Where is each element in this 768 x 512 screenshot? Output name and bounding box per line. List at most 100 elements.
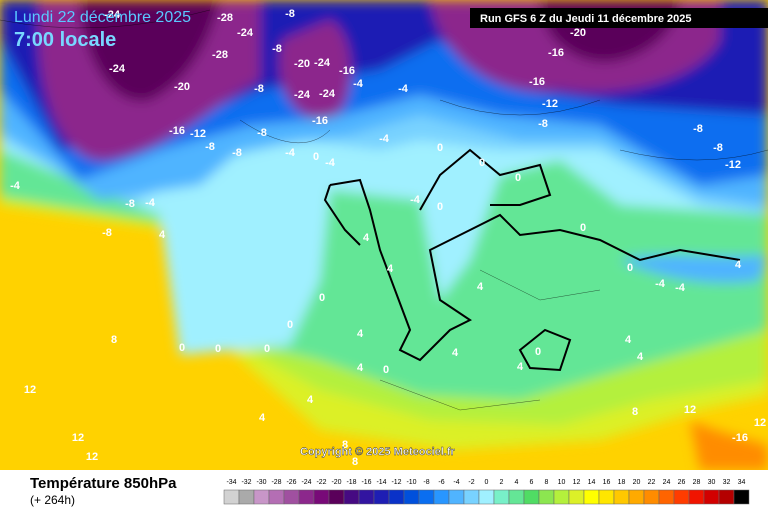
scale-swatch bbox=[343, 489, 360, 505]
scale-label: -4 bbox=[453, 479, 459, 486]
isotherm-label: -24 bbox=[314, 57, 331, 69]
isotherm-label: 4 bbox=[307, 394, 314, 406]
forecast-lead: (+ 264h) bbox=[30, 493, 75, 507]
scale-label: 16 bbox=[603, 479, 611, 486]
scale-swatch bbox=[538, 489, 555, 505]
scale-label: 14 bbox=[588, 479, 596, 486]
run-info: Run GFS 6 Z du Jeudi 11 décembre 2025 bbox=[480, 13, 692, 25]
scale-swatch bbox=[328, 489, 345, 505]
scale-swatch bbox=[283, 489, 300, 505]
field-title: Température 850hPa bbox=[30, 475, 177, 492]
isotherm-label: 4 bbox=[477, 281, 484, 293]
isotherm-label: 4 bbox=[387, 263, 394, 275]
isotherm-label: -24 bbox=[294, 89, 311, 101]
scale-label: -32 bbox=[241, 479, 251, 486]
isotherm-label: -16 bbox=[548, 47, 564, 59]
isotherm-label: -8 bbox=[254, 83, 264, 95]
scale-label: 30 bbox=[708, 479, 716, 486]
isotherm-label: 0 bbox=[287, 319, 293, 331]
scale-label: 0 bbox=[485, 479, 489, 486]
isotherm-label: 4 bbox=[452, 347, 459, 359]
scale-label: -26 bbox=[286, 479, 296, 486]
isotherm-label: 0 bbox=[479, 157, 485, 169]
scale-swatch bbox=[703, 489, 720, 505]
isotherm-label: 0 bbox=[313, 151, 319, 163]
isotherm-label: -8 bbox=[102, 227, 112, 239]
isotherm-label: 4 bbox=[259, 412, 266, 424]
isotherm-label: -24 bbox=[237, 27, 254, 39]
scale-label: 2 bbox=[500, 479, 504, 486]
isotherm-label: 4 bbox=[625, 334, 632, 346]
isotherm-label: -20 bbox=[294, 58, 310, 70]
scale-swatch bbox=[643, 489, 660, 505]
isotherm-label: 4 bbox=[159, 229, 166, 241]
scale-swatch bbox=[358, 489, 375, 505]
isotherm-label: -20 bbox=[570, 27, 586, 39]
scale-swatch bbox=[253, 489, 270, 505]
isotherm-label: 0 bbox=[264, 343, 270, 355]
scale-swatch bbox=[508, 489, 525, 505]
scale-label: 32 bbox=[723, 479, 731, 486]
scale-swatch bbox=[463, 489, 480, 505]
isotherm-label: 0 bbox=[319, 292, 325, 304]
scale-label: -28 bbox=[271, 479, 281, 486]
isotherm-label: 12 bbox=[86, 451, 98, 463]
isotherm-label: 4 bbox=[735, 259, 742, 271]
isotherm-label: -8 bbox=[125, 198, 135, 210]
color-scale: -34 -32 -30 -28 -26 -24 -22 -20 -18 -16 -14 -12 -10-… bbox=[223, 479, 750, 505]
isotherm-label: -4 bbox=[675, 282, 686, 294]
scale-label: -18 bbox=[346, 479, 356, 486]
isotherm-label: -16 bbox=[732, 432, 748, 444]
scale-swatch bbox=[733, 489, 750, 505]
isotherm-label: -4 bbox=[398, 83, 409, 95]
scale-label: 18 bbox=[618, 479, 626, 486]
isotherm-label: -12 bbox=[190, 128, 206, 140]
isotherm-label: -12 bbox=[542, 98, 558, 110]
isotherm-label: -8 bbox=[272, 43, 282, 55]
isotherm-label: -8 bbox=[693, 123, 703, 135]
scale-swatch bbox=[433, 489, 450, 505]
isotherm-label: -4 bbox=[655, 278, 666, 290]
scale-label: 26 bbox=[678, 479, 686, 486]
isotherm-label: 0 bbox=[383, 364, 389, 376]
isotherm-label: 4 bbox=[363, 232, 370, 244]
scale-label: -12 bbox=[391, 479, 401, 486]
isotherm-label: -24 bbox=[109, 63, 126, 75]
scale-swatch bbox=[553, 489, 570, 505]
isotherm-label: -8 bbox=[205, 141, 215, 153]
isotherm-label: 8 bbox=[352, 456, 358, 468]
isotherm-label: -24 bbox=[319, 88, 336, 100]
isotherm-label: -4 bbox=[325, 157, 336, 169]
scale-label: -30 bbox=[256, 479, 266, 486]
isotherm-label: 0 bbox=[535, 346, 541, 358]
scale-swatch bbox=[268, 489, 285, 505]
scale-swatch bbox=[493, 489, 510, 505]
scale-swatch bbox=[478, 489, 495, 505]
isotherm-label: -8 bbox=[538, 118, 548, 130]
scale-label: 24 bbox=[663, 479, 671, 486]
isotherm-label: -16 bbox=[312, 115, 328, 127]
isotherm-label: -4 bbox=[410, 194, 421, 206]
scale-label: -20 bbox=[331, 479, 341, 486]
scale-swatch bbox=[583, 489, 600, 505]
scale-swatch bbox=[628, 489, 645, 505]
scale-label: 4 bbox=[515, 479, 519, 486]
isotherm-label: 0 bbox=[580, 222, 586, 234]
scale-swatch bbox=[238, 489, 255, 505]
scale-swatch bbox=[673, 489, 690, 505]
scale-label: 34 bbox=[738, 479, 746, 486]
scale-label: 6 bbox=[530, 479, 534, 486]
isotherm-label: -8 bbox=[232, 147, 242, 159]
isotherm-label: 12 bbox=[684, 404, 696, 416]
isotherm-label: -28 bbox=[217, 12, 233, 24]
isotherm-label: -4 bbox=[379, 133, 390, 145]
isotherm-label: 12 bbox=[754, 417, 766, 429]
scale-swatch bbox=[298, 489, 315, 505]
isotherm-label: -8 bbox=[713, 142, 723, 154]
scale-swatch bbox=[418, 489, 435, 505]
scale-swatch bbox=[223, 489, 240, 505]
scale-swatch bbox=[613, 489, 630, 505]
run-box bbox=[470, 8, 768, 28]
scale-swatch bbox=[598, 489, 615, 505]
